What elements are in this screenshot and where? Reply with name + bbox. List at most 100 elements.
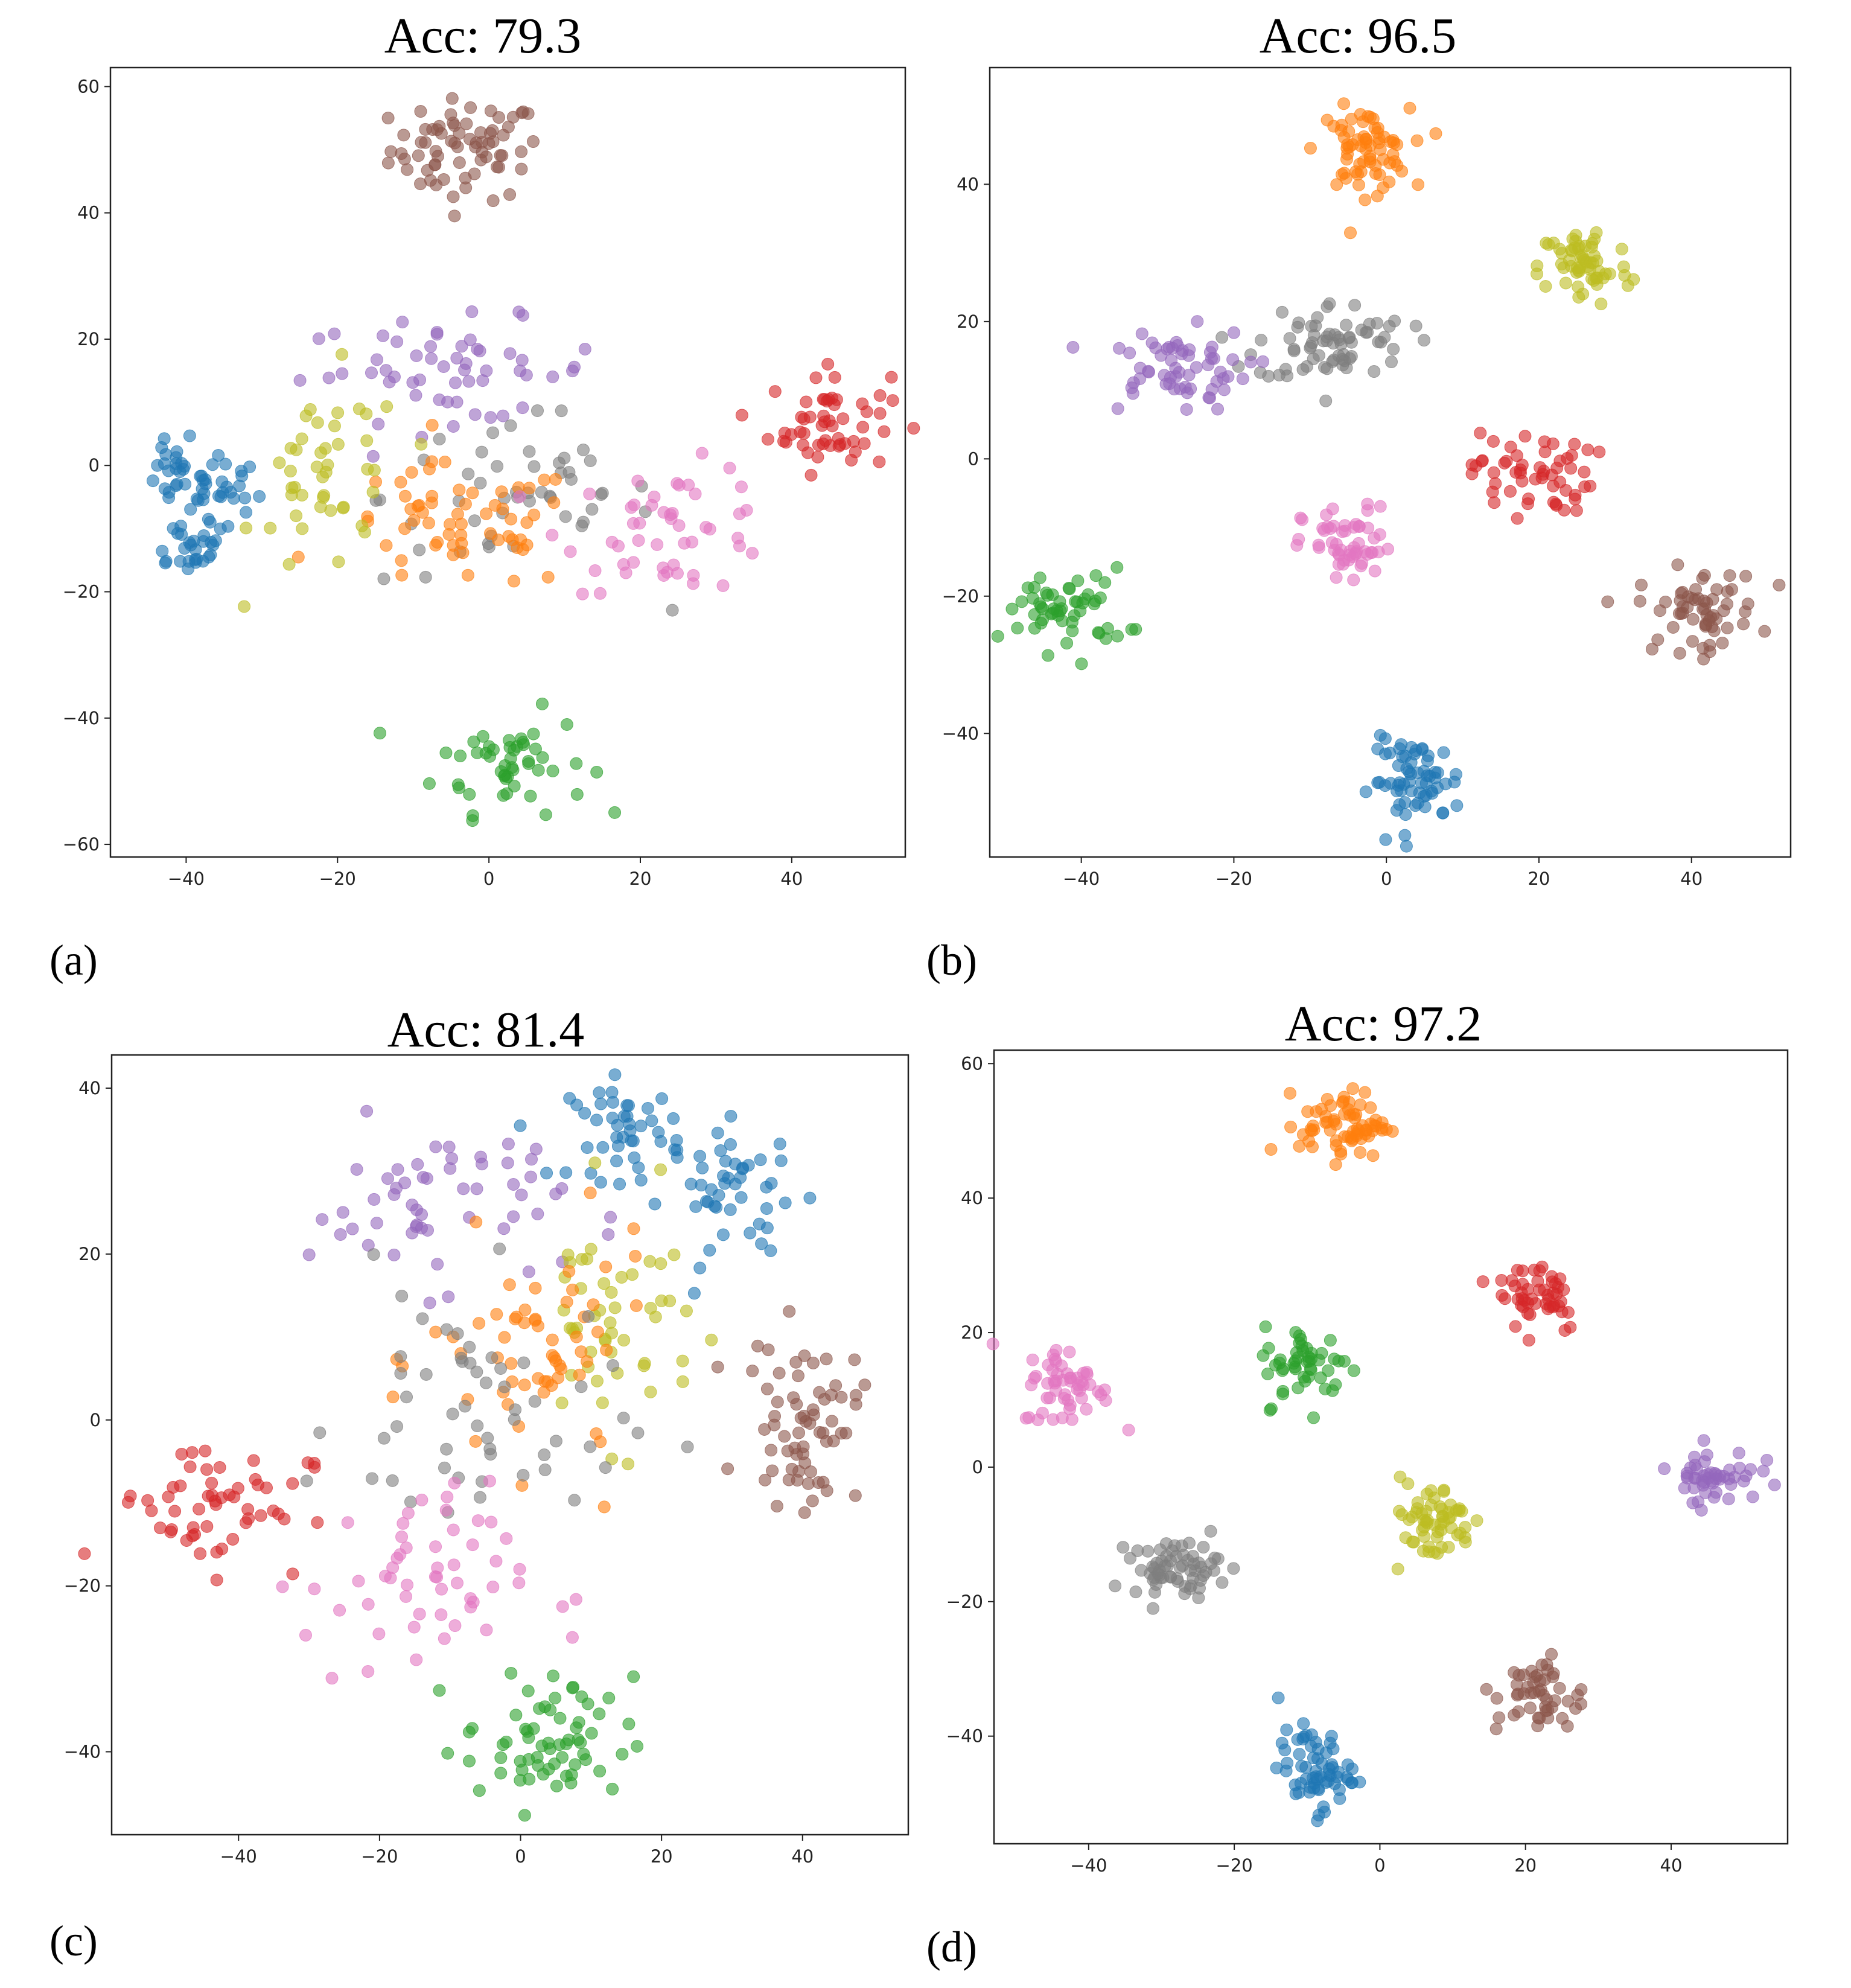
- scatter-point: [509, 1709, 523, 1722]
- scatter-point: [676, 1354, 689, 1368]
- scatter-point: [1568, 438, 1581, 451]
- scatter-point: [696, 1161, 709, 1174]
- scatter-point: [623, 1117, 636, 1130]
- scatter-point: [986, 1337, 999, 1351]
- scatter-point: [522, 757, 535, 770]
- scatter-point: [1372, 776, 1386, 789]
- scatter-point: [832, 439, 846, 453]
- scatter-point: [1255, 334, 1268, 347]
- scatter-point: [547, 496, 561, 509]
- scatter-point: [419, 1368, 433, 1381]
- scatter-point: [1417, 765, 1430, 778]
- scatter-point: [377, 329, 390, 342]
- scatter-point: [410, 349, 423, 362]
- panel-b-title: Acc: 96.5: [1259, 8, 1457, 64]
- y-tick-label: 60: [77, 76, 100, 97]
- scatter-point: [1673, 646, 1686, 660]
- scatter-point: [486, 426, 500, 439]
- scatter-point: [617, 1412, 630, 1425]
- scatter-point: [290, 509, 303, 523]
- scatter-point: [1706, 593, 1719, 606]
- scatter-point: [1721, 621, 1734, 634]
- scatter-point: [485, 1351, 499, 1365]
- scatter-point: [705, 1183, 718, 1196]
- scatter-point: [817, 1426, 830, 1439]
- scatter-point: [194, 1547, 207, 1560]
- scatter-point: [761, 433, 774, 446]
- scatter-point: [531, 1207, 544, 1220]
- scatter-point: [174, 1479, 187, 1493]
- scatter-point: [1529, 473, 1542, 486]
- scatter-point: [758, 1423, 771, 1436]
- scatter-point: [570, 788, 584, 801]
- scatter-point: [518, 1809, 531, 1822]
- scatter-point: [803, 410, 817, 424]
- scatter-point: [1317, 361, 1331, 374]
- scatter-point: [570, 1330, 583, 1343]
- scatter-point: [1254, 366, 1267, 379]
- scatter-point: [406, 1226, 419, 1240]
- scatter-point: [1123, 346, 1136, 360]
- scatter-point: [714, 1144, 727, 1158]
- scatter-point: [835, 1391, 848, 1404]
- scatter-point: [578, 343, 591, 356]
- scatter-point: [1089, 569, 1103, 582]
- scatter-point: [507, 1178, 520, 1191]
- scatter-point: [447, 1523, 460, 1537]
- scatter-point: [1431, 1547, 1444, 1560]
- scatter-point: [352, 1575, 365, 1588]
- scatter-point: [590, 1374, 604, 1387]
- panel-a-label: (a): [49, 936, 98, 984]
- scatter-point: [783, 1305, 796, 1318]
- scatter-point: [907, 422, 920, 435]
- scatter-point: [611, 1118, 624, 1132]
- scatter-point: [773, 1137, 786, 1150]
- scatter-point: [390, 335, 404, 348]
- scatter-point: [1333, 1783, 1346, 1796]
- scatter-point: [1205, 340, 1219, 354]
- scatter-point: [431, 1561, 444, 1575]
- scatter-point: [1369, 167, 1382, 180]
- scatter-point: [185, 1446, 199, 1459]
- y-tick-label: −20: [63, 582, 100, 602]
- scatter-point: [1546, 437, 1559, 450]
- scatter-point: [124, 1489, 137, 1503]
- scatter-point: [1340, 319, 1352, 332]
- scatter-point: [826, 392, 839, 405]
- scatter-point: [804, 468, 818, 482]
- scatter-point: [1275, 1736, 1289, 1750]
- scatter-point: [455, 340, 468, 353]
- scatter-point: [435, 1608, 448, 1621]
- scatter-point: [676, 1375, 689, 1388]
- scatter-point: [476, 1158, 489, 1171]
- scatter-point: [202, 1489, 215, 1503]
- scatter-point: [1301, 1105, 1314, 1118]
- scatter-point: [162, 491, 176, 505]
- scatter-point: [397, 129, 410, 142]
- scatter-point: [1319, 394, 1333, 407]
- scatter-point: [744, 1226, 757, 1240]
- scatter-point: [1202, 358, 1215, 372]
- scatter-point: [1535, 1658, 1549, 1672]
- scatter-point: [1550, 499, 1563, 512]
- scatter-point: [1372, 336, 1385, 349]
- scatter-point: [412, 149, 425, 162]
- scatter-point: [212, 448, 225, 462]
- scatter-point: [516, 401, 529, 415]
- scatter-point: [548, 1757, 561, 1771]
- scatter-point: [529, 742, 542, 756]
- scatter-point: [565, 1631, 579, 1644]
- scatter-point: [1071, 574, 1085, 587]
- scatter-point: [1450, 799, 1464, 812]
- scatter-point: [1304, 142, 1317, 155]
- x-tick-label: −20: [1215, 868, 1252, 889]
- scatter-point: [599, 1461, 612, 1474]
- scatter-point: [1392, 1505, 1406, 1518]
- scatter-point: [247, 1454, 260, 1467]
- scatter-point: [422, 777, 436, 790]
- scatter-point: [638, 1357, 651, 1370]
- plot-a: −40 −20 0 20 40 −60 −40 −20 0 20 40 60: [63, 66, 920, 889]
- scatter-point: [1323, 327, 1336, 340]
- scatter-point: [1509, 466, 1523, 479]
- scatter-point: [1077, 1366, 1090, 1380]
